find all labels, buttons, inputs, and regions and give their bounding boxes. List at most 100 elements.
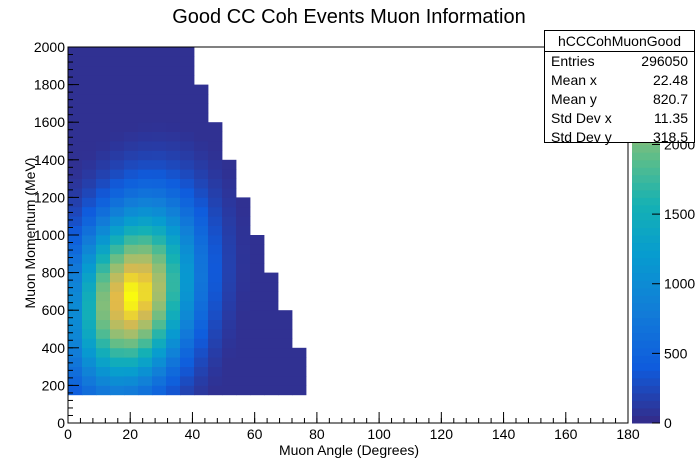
heatmap-cell <box>68 131 83 142</box>
heatmap-cell <box>152 300 167 311</box>
heatmap-cell <box>124 310 139 320</box>
heatmap-cell <box>194 291 209 302</box>
heatmap-cell <box>110 282 125 292</box>
heatmap-cell <box>68 282 83 292</box>
heatmap-cell <box>96 263 111 273</box>
heatmap-cell <box>82 366 97 377</box>
heatmap-cell <box>264 291 279 302</box>
heatmap-cell <box>194 319 209 330</box>
colorbar-band <box>632 219 660 228</box>
heatmap-cell <box>180 47 195 57</box>
heatmap-cell <box>208 319 223 330</box>
heatmap-cell <box>96 235 111 245</box>
heatmap-cell <box>96 159 111 170</box>
heatmap-cell <box>194 188 209 198</box>
heatmap-cell <box>180 272 195 283</box>
chart-title: Good CC Coh Events Muon Information <box>172 6 526 28</box>
heatmap-cell <box>208 310 223 320</box>
heatmap-cell <box>152 291 167 302</box>
heatmap-cell <box>152 169 167 179</box>
heatmap-cell <box>110 357 125 367</box>
heatmap-cell <box>236 300 251 311</box>
heatmap-cell <box>68 253 83 264</box>
heatmap-cell <box>208 253 223 264</box>
heatmap-cell <box>166 178 181 189</box>
heatmap-cell <box>180 103 195 114</box>
heatmap-cell <box>138 159 153 170</box>
heatmap-cell <box>152 216 167 226</box>
heatmap-cell <box>138 65 153 76</box>
heatmap-cell <box>82 376 97 386</box>
y-tick-label: 400 <box>42 340 66 356</box>
heatmap-cell <box>152 310 167 320</box>
heatmap-cell <box>96 329 111 339</box>
heatmap-cell <box>124 94 139 104</box>
heatmap-cells <box>68 47 307 396</box>
heatmap-cell <box>166 235 181 245</box>
heatmap-cell <box>110 112 125 123</box>
heatmap-cell <box>222 197 237 208</box>
heatmap-cell <box>180 329 195 339</box>
heatmap-cell <box>138 300 153 311</box>
heatmap-cell <box>68 310 83 320</box>
heatmap-cell <box>124 65 139 76</box>
heatmap-cell <box>194 178 209 189</box>
heatmap-cell <box>110 225 125 236</box>
heatmap-cell <box>124 225 139 236</box>
heatmap-cell <box>278 338 293 349</box>
heatmap-cell <box>278 357 293 367</box>
heatmap-cell <box>138 385 153 396</box>
heatmap-cell <box>180 310 195 320</box>
heatmap-cell <box>124 131 139 142</box>
heatmap-cell <box>180 75 195 85</box>
heatmap-cell <box>292 347 307 358</box>
heatmap-cell <box>250 282 265 292</box>
stats-row-mean-y: Mean y 820.7 <box>545 90 694 109</box>
heatmap-cell <box>138 206 153 217</box>
heatmap-cell <box>166 253 181 264</box>
heatmap-cell <box>194 263 209 273</box>
heatmap-cell <box>96 216 111 226</box>
heatmap-cell <box>222 159 237 170</box>
heatmap-cell <box>208 366 223 377</box>
heatmap-cell <box>96 272 111 283</box>
heatmap-cell <box>152 150 167 161</box>
heatmap-cell <box>180 235 195 245</box>
heatmap-cell <box>208 385 223 396</box>
heatmap-cell <box>194 376 209 386</box>
heatmap-cell <box>110 376 125 386</box>
heatmap-cell <box>236 263 251 273</box>
heatmap-cell <box>222 319 237 330</box>
heatmap-cell <box>180 263 195 273</box>
colorbar-band <box>632 407 660 416</box>
heatmap-cell <box>138 103 153 114</box>
heatmap-cell <box>124 197 139 208</box>
heatmap-cell <box>222 263 237 273</box>
heatmap-cell <box>138 329 153 339</box>
heatmap-cell <box>208 376 223 386</box>
heatmap-cell <box>110 103 125 114</box>
colorbar-band <box>632 235 660 244</box>
heatmap-cell <box>110 65 125 76</box>
heatmap-cell <box>180 366 195 377</box>
heatmap-cell <box>180 206 195 217</box>
heatmap-cell <box>236 385 251 396</box>
heatmap-cell <box>82 84 97 95</box>
heatmap-cell <box>110 272 125 283</box>
heatmap-cell <box>68 263 83 273</box>
stats-label: Entries <box>551 53 595 69</box>
heatmap-cell <box>68 94 83 104</box>
stats-value: 820.7 <box>652 91 688 107</box>
heatmap-cell <box>96 94 111 104</box>
heatmap-cell <box>138 310 153 320</box>
heatmap-cell <box>250 347 265 358</box>
heatmap-cell <box>82 75 97 85</box>
heatmap-cell <box>138 357 153 367</box>
heatmap-cell <box>292 357 307 367</box>
x-axis-label: Muon Angle (Degrees) <box>279 442 419 458</box>
heatmap-cell <box>194 141 209 151</box>
heatmap-cell <box>250 244 265 255</box>
heatmap-cell <box>138 112 153 123</box>
heatmap-cell <box>194 197 209 208</box>
heatmap-cell <box>138 282 153 292</box>
